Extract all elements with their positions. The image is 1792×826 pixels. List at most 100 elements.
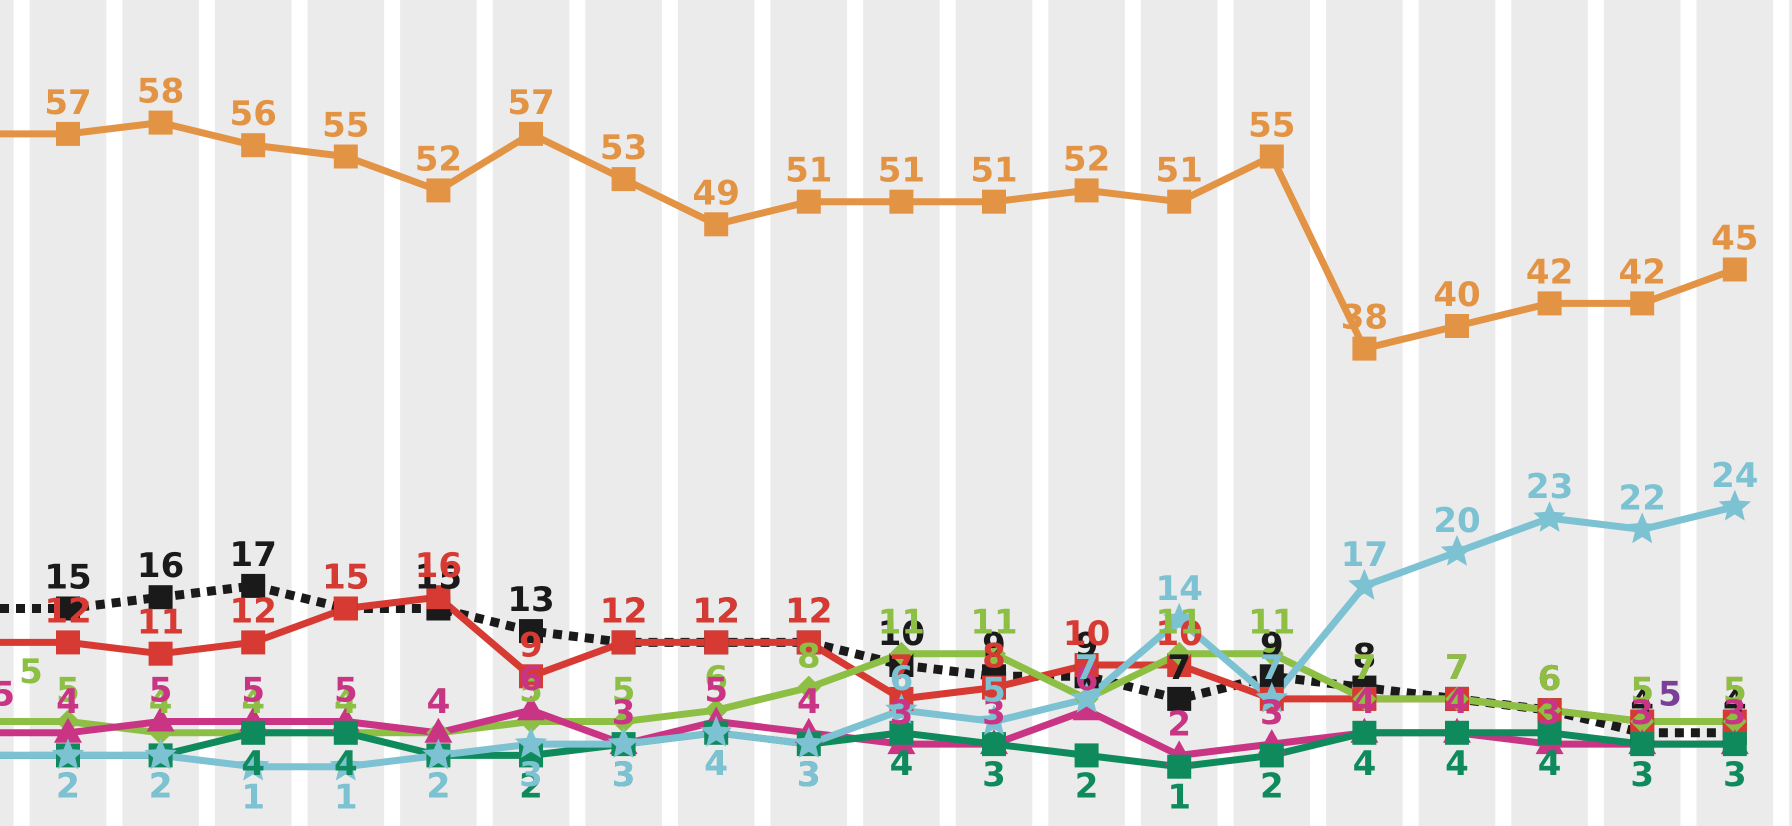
series-5-marker — [1537, 720, 1562, 745]
series-6-marker — [607, 727, 640, 758]
series-0-label: 57 — [507, 83, 554, 123]
series-2-marker — [1074, 653, 1099, 677]
series-4-label: 4 — [1353, 682, 1377, 722]
series-5-label: 4 — [1538, 744, 1562, 784]
band-separator — [569, 0, 586, 826]
series-0-marker — [56, 121, 80, 146]
series-2-marker — [148, 641, 173, 666]
series-2-label: 5 — [1630, 671, 1654, 711]
series-6-marker — [977, 704, 1011, 736]
extra-label: 5 — [1658, 675, 1682, 715]
series-6-label: 14 — [1156, 569, 1203, 609]
series-0-marker — [333, 144, 358, 169]
series-4-label: 5 — [241, 671, 265, 711]
series-5-label: 3 — [612, 755, 636, 795]
series-2-label: 11 — [137, 603, 184, 643]
series-0-marker — [1352, 336, 1377, 361]
series-2-marker — [426, 585, 451, 610]
series-5-label: 4 — [1445, 744, 1469, 784]
series-4-label: 2 — [1167, 704, 1191, 744]
series-2-label: 9 — [519, 625, 543, 665]
series-2-label: 10 — [1063, 614, 1110, 654]
series-2-label: 5 — [1723, 671, 1747, 711]
series-4-label: 6 — [519, 659, 543, 699]
series-3-marker — [611, 709, 636, 734]
series-0-label: 42 — [1619, 252, 1666, 292]
series-0-label: 52 — [415, 139, 462, 179]
series-6-label: 7 — [1260, 648, 1284, 688]
series-2-label: 15 — [322, 558, 369, 598]
series-3-label: 8 — [797, 637, 821, 677]
series-6-marker — [51, 738, 85, 770]
series-5-label: 2 — [427, 766, 451, 806]
series-4-label: 4 — [427, 682, 451, 722]
series-1-label: 10 — [878, 614, 925, 654]
series-6-marker — [329, 749, 362, 781]
series-3-marker — [1537, 698, 1562, 723]
series-1-label: 12 — [600, 591, 647, 631]
series-0-line — [0, 119, 1739, 353]
series-3-label: 7 — [1353, 648, 1377, 688]
series-5-marker — [1352, 720, 1377, 745]
band-separator — [476, 0, 493, 826]
series-0-label: 38 — [1341, 298, 1388, 338]
series-5-label: 4 — [334, 744, 358, 784]
series-3-label: 5 — [1723, 671, 1747, 711]
band-separator — [106, 0, 123, 826]
series-4-label: 3 — [890, 693, 914, 733]
series-2-label: 7 — [1260, 648, 1284, 688]
series-3-marker — [1630, 709, 1655, 734]
series-1-label: 15 — [44, 558, 91, 598]
series-3-label: 11 — [1156, 603, 1203, 643]
series-1-marker — [519, 619, 543, 644]
series-0-label: 52 — [1063, 139, 1110, 179]
series-1-label: 13 — [507, 580, 554, 620]
series-1-label: 7 — [1445, 648, 1469, 688]
series-4-label: 4 — [797, 682, 821, 722]
series-0-marker — [982, 189, 1006, 214]
series-4-label: 3 — [1630, 693, 1654, 733]
series-2-marker — [241, 630, 266, 655]
series-0-label: 53 — [600, 128, 647, 168]
band-separator — [1124, 0, 1141, 826]
series-6-label: 4 — [704, 744, 728, 784]
series-3-label: 7 — [1075, 648, 1099, 688]
series-5-label: 2 — [519, 766, 543, 806]
series-5-line — [0, 729, 1739, 771]
series-0-label: 42 — [1526, 252, 1573, 292]
series-0-marker — [241, 133, 266, 158]
series-3-label: 4 — [149, 682, 173, 722]
series-1-marker — [1167, 686, 1192, 711]
series-0-marker — [1259, 144, 1284, 169]
series-0-label: 40 — [1433, 275, 1480, 315]
band-separator — [1773, 0, 1790, 826]
series-6-label: 24 — [1711, 456, 1758, 496]
series-6-label: 3 — [519, 755, 543, 795]
band-separator — [1680, 0, 1697, 826]
series-6-marker — [792, 727, 825, 758]
series-0-marker — [519, 121, 543, 146]
series-6-label: 22 — [1619, 478, 1666, 518]
series-3-marker — [1445, 686, 1469, 711]
series-5-marker — [1630, 732, 1655, 757]
series-6-label: 6 — [890, 659, 914, 699]
series-4-label: 6 — [1075, 659, 1099, 699]
series-1-marker — [148, 585, 173, 610]
series-0-label: 55 — [1248, 106, 1295, 146]
series-5-label: 4 — [890, 744, 914, 784]
series-5-label: 2 — [56, 766, 80, 806]
series-3-label: 5 — [1630, 671, 1654, 711]
band-separator — [13, 0, 30, 826]
series-3-label: 6 — [704, 659, 728, 699]
series-1-label: 17 — [230, 535, 277, 575]
extra-label: 5 — [19, 652, 43, 692]
band-separator — [754, 0, 771, 826]
series-0-label: 51 — [1156, 151, 1203, 191]
series-2-marker — [56, 630, 80, 655]
series-5-marker — [889, 720, 914, 745]
series-0-marker — [1167, 189, 1192, 214]
series-6-marker — [514, 727, 548, 758]
band-separator — [1402, 0, 1419, 826]
series-1-marker — [56, 596, 80, 621]
series-6-label: 2 — [56, 766, 80, 806]
